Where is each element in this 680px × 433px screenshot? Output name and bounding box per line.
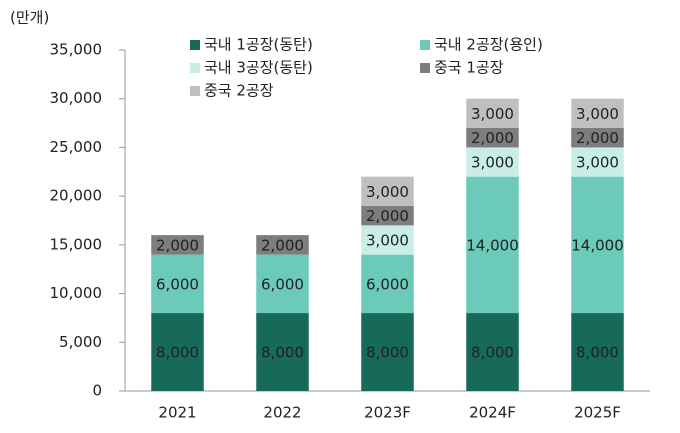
data-label: 3,000: [471, 154, 514, 172]
legend-label: 국내 3공장(동탄): [204, 59, 313, 77]
data-label: 6,000: [366, 275, 409, 293]
data-label: 8,000: [156, 344, 199, 362]
bar-segment: [571, 98, 624, 128]
bar-segment: [361, 176, 414, 206]
legend-swatch: [420, 63, 430, 73]
y-tick-label: 25,000: [50, 138, 103, 156]
data-label: 3,000: [576, 105, 619, 123]
legend-swatch: [420, 40, 430, 50]
y-tick-label: 30,000: [50, 89, 103, 107]
data-label: 3,000: [366, 183, 409, 201]
legend-swatch: [190, 63, 200, 73]
bar-segment: [256, 254, 309, 314]
bar-segment: [466, 127, 519, 148]
data-label: 14,000: [571, 236, 624, 254]
legend-label: 중국 2공장: [204, 82, 274, 100]
bar-segment: [466, 147, 519, 177]
y-tick-label: 0: [92, 382, 102, 400]
data-label: 8,000: [471, 344, 514, 362]
data-label: 2,000: [366, 207, 409, 225]
x-tick-label: 2021: [158, 404, 196, 422]
bar-segment: [256, 313, 309, 391]
bar-segment: [571, 313, 624, 391]
data-label: 2,000: [261, 236, 304, 254]
bar-segment: [151, 254, 204, 314]
bar-segment: [151, 313, 204, 391]
y-axis-unit: (만개): [10, 9, 49, 27]
legend-swatch: [190, 86, 200, 96]
x-tick-label: 2022: [263, 404, 301, 422]
bar-segment: [571, 176, 624, 314]
bar-segment: [151, 235, 204, 255]
data-label: 6,000: [156, 275, 199, 293]
bar-segment: [466, 313, 519, 391]
data-label: 2,000: [576, 129, 619, 147]
bar-segment: [361, 225, 414, 255]
y-tick-label: 20,000: [50, 187, 103, 205]
bar-segment: [361, 205, 414, 226]
data-label: 8,000: [366, 344, 409, 362]
x-tick-label: 2025F: [574, 404, 621, 422]
y-tick-label: 15,000: [50, 235, 103, 253]
bar-segment: [361, 254, 414, 314]
y-tick-label: 35,000: [50, 41, 103, 59]
x-tick-label: 2023F: [364, 404, 411, 422]
data-label: 8,000: [261, 344, 304, 362]
y-tick-label: 10,000: [50, 284, 103, 302]
legend-label: 국내 2공장(용인): [434, 36, 543, 54]
data-label: 2,000: [156, 236, 199, 254]
data-label: 3,000: [576, 154, 619, 172]
bar-segment: [571, 147, 624, 177]
data-label: 14,000: [466, 236, 519, 254]
bar-segment: [571, 127, 624, 148]
legend-label: 중국 1공장: [434, 59, 504, 77]
data-label: 3,000: [366, 231, 409, 249]
legend-swatch: [190, 40, 200, 50]
bar-segment: [466, 98, 519, 128]
legend-label: 국내 1공장(동탄): [204, 36, 313, 54]
y-tick-label: 5,000: [59, 333, 102, 351]
data-label: 8,000: [576, 344, 619, 362]
bar-segment: [466, 176, 519, 314]
data-label: 3,000: [471, 105, 514, 123]
data-label: 6,000: [261, 275, 304, 293]
bar-segment: [361, 313, 414, 391]
x-tick-label: 2024F: [469, 404, 516, 422]
data-label: 2,000: [471, 129, 514, 147]
bar-segment: [256, 235, 309, 255]
